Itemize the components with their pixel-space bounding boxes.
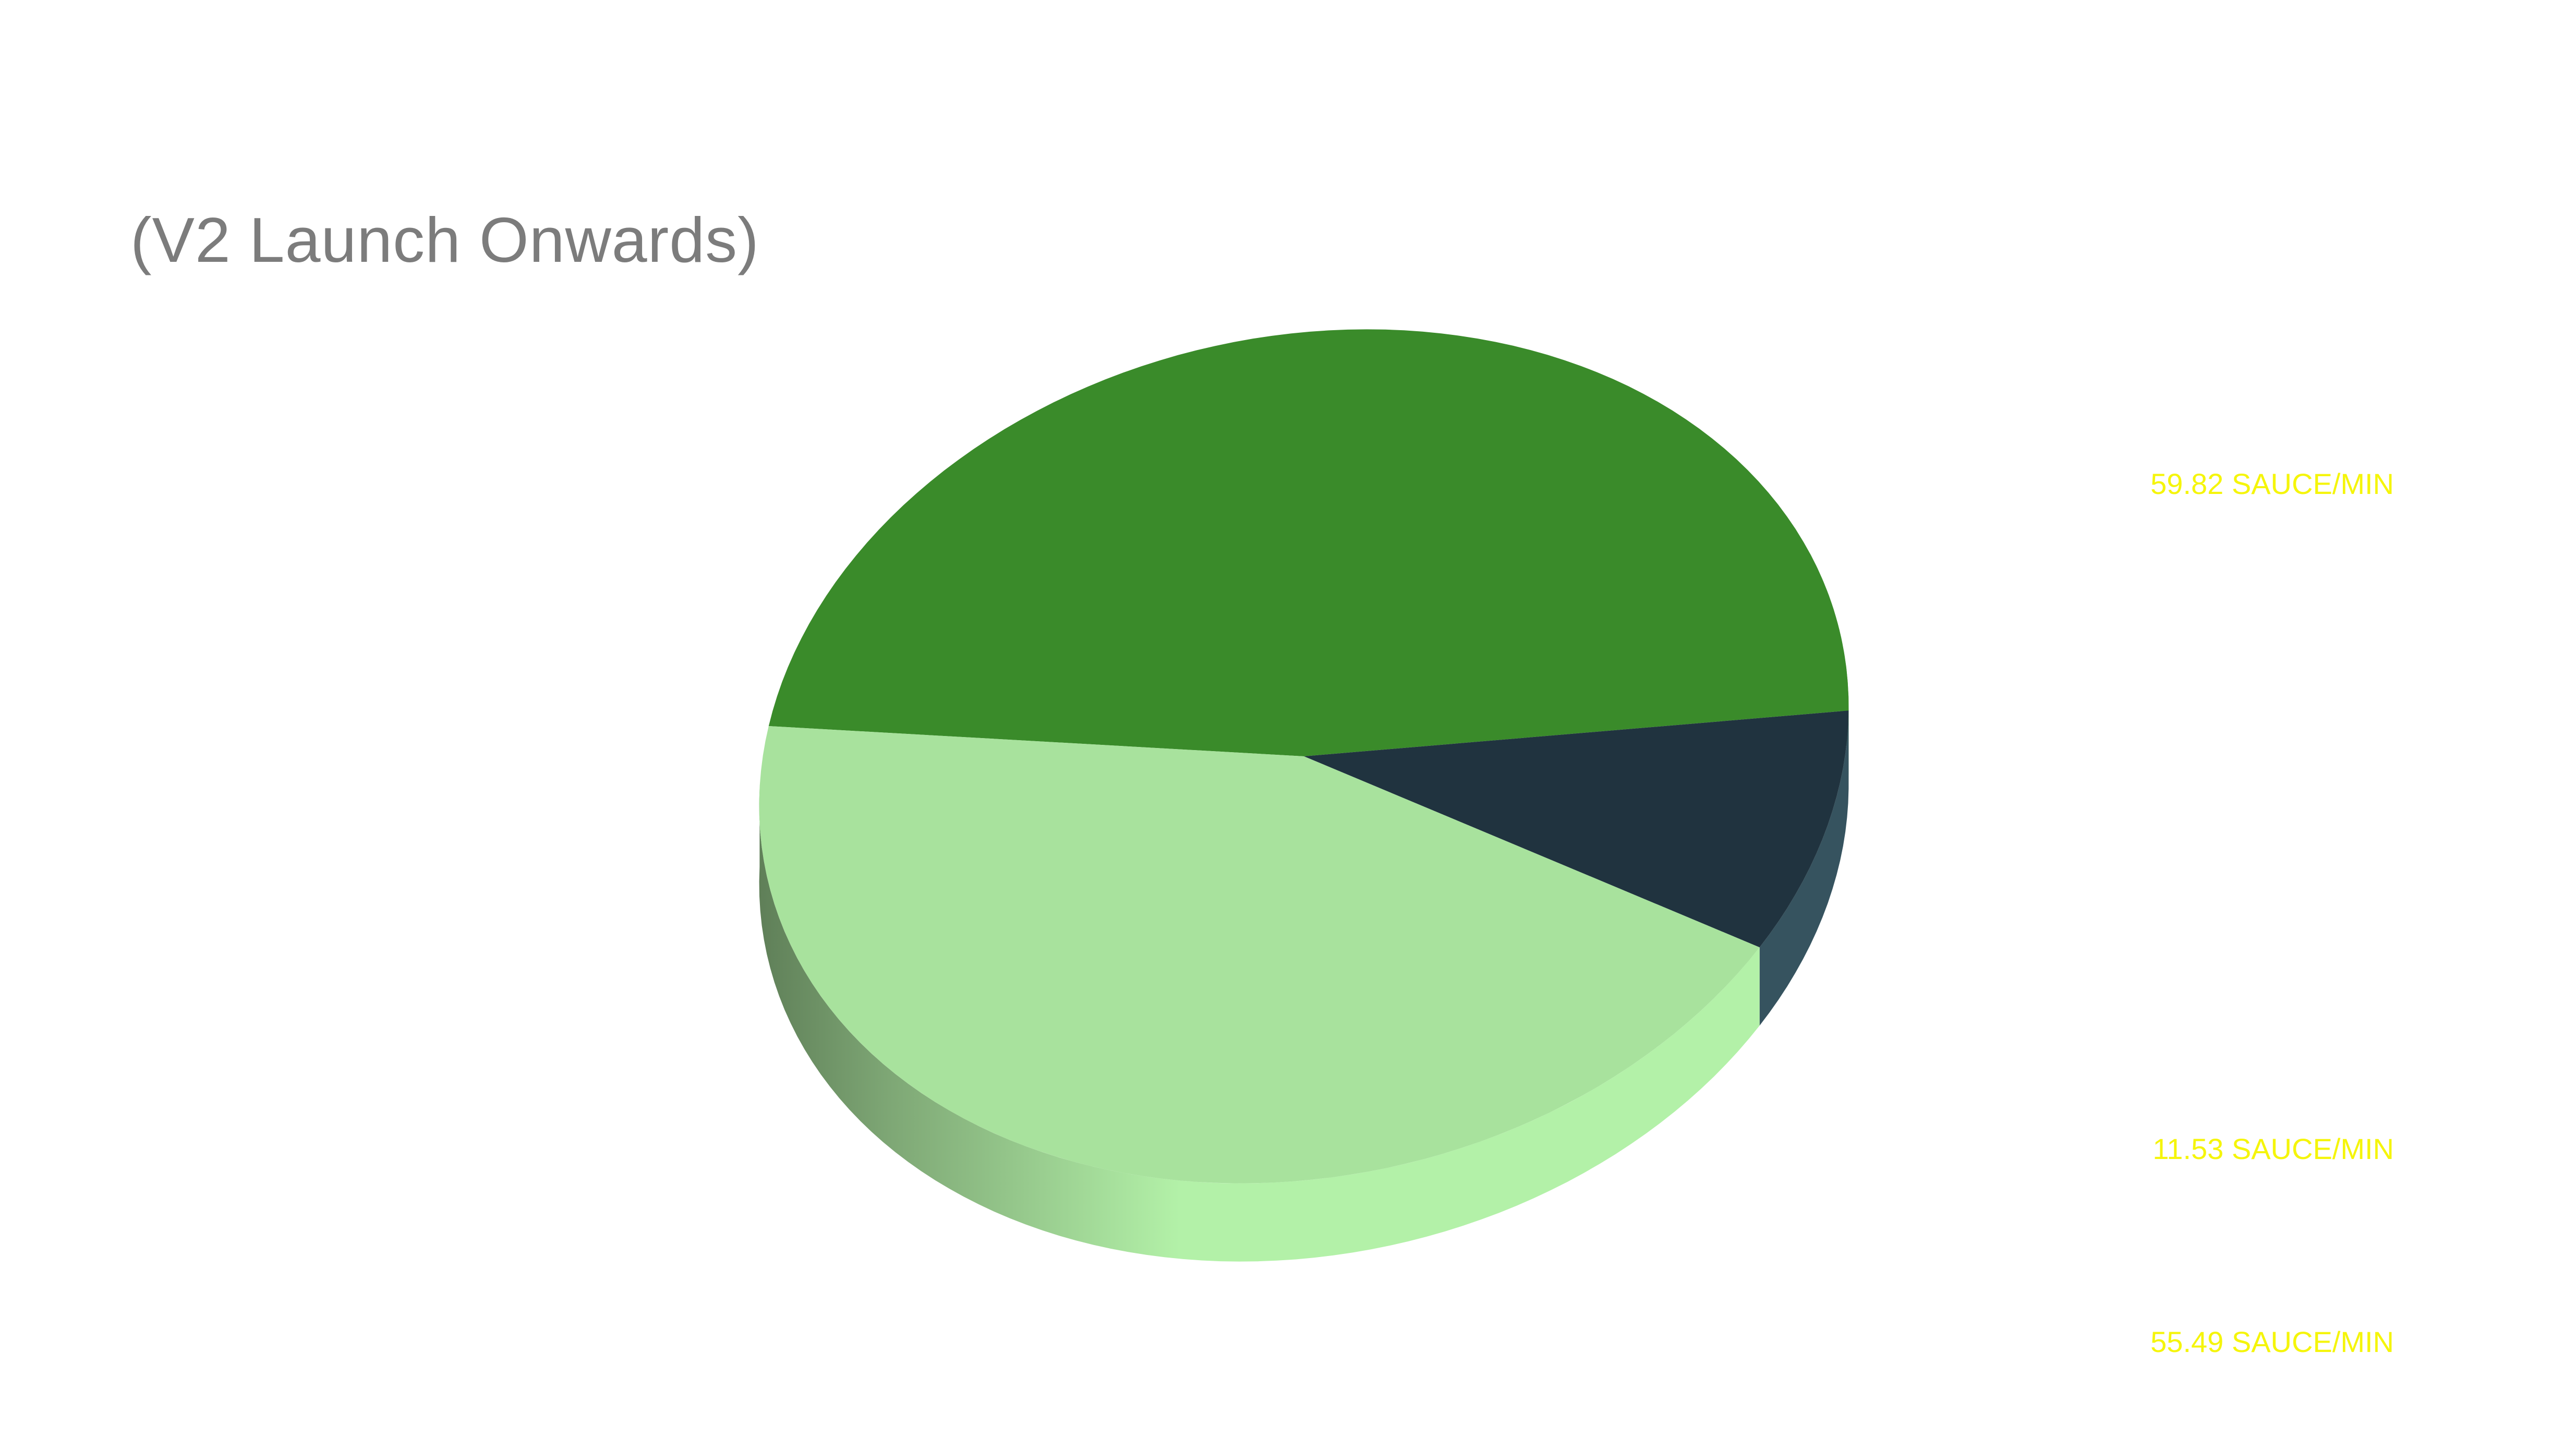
chart-title: (V2 Launch Onwards) [130, 204, 759, 275]
pie-slice-1 [768, 329, 1849, 756]
pie-slice-2 [1304, 710, 1849, 948]
slice-label-1: 59.82 SAUCE/MIN [2150, 467, 2394, 500]
slice-label-2: 11.53 SAUCE/MIN [2152, 1132, 2394, 1165]
slice-label-3: 55.49 SAUCE/MIN [2150, 1325, 2394, 1358]
pie-slice-side-3 [759, 788, 1760, 1262]
pie-slice-side-2 [1759, 710, 1849, 1026]
pie-slice-3 [759, 726, 1760, 1184]
pie-tops [759, 329, 1849, 1184]
